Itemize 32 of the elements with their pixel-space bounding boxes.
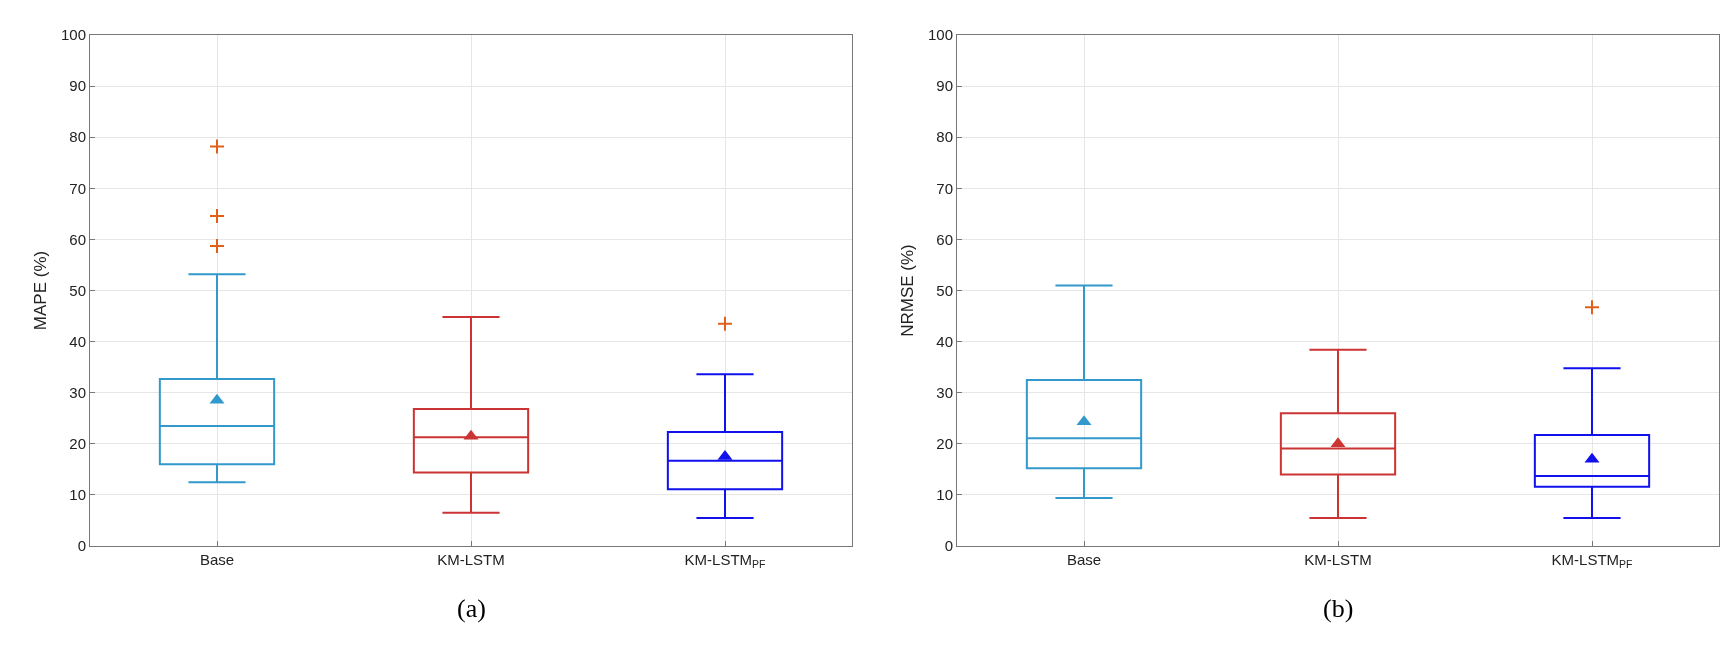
text: (b)	[1323, 594, 1354, 623]
y-tick-label: 30	[69, 383, 86, 401]
y-tick-label: 20	[936, 435, 953, 453]
y-tick-label: 50	[69, 281, 86, 299]
y-tick-label: 90	[936, 77, 953, 95]
y-tick-label: 0	[77, 537, 86, 555]
y-tick-label: 80	[69, 128, 86, 146]
x-tick-label: KM-LSTM$_{PF}$	[1551, 551, 1633, 571]
y-tick-label: 60	[936, 230, 953, 248]
y-tick-label: 100	[927, 26, 953, 44]
x-tick-label: Base	[1066, 551, 1102, 568]
y-tick-label: 40	[69, 332, 86, 350]
y-tick-label: 10	[69, 486, 86, 504]
y-axis-title: NRMSE (%)	[898, 244, 917, 337]
y-tick-label: 50	[936, 281, 953, 299]
y-tick-label: 30	[936, 383, 953, 401]
y-tick-label: 20	[69, 435, 86, 453]
y-tick-label: 90	[69, 77, 86, 95]
y-tick-label: 70	[936, 179, 953, 197]
y-tick-label: 0	[944, 537, 953, 555]
y-axis-title: MAPE (%)	[31, 250, 50, 331]
text: (a)	[457, 594, 486, 623]
y-tick-label: 80	[936, 128, 953, 146]
y-tick-label: 100	[60, 26, 86, 44]
y-tick-label: 70	[69, 179, 86, 197]
x-tick-label: KM-LSTM$_{PF}$	[684, 551, 766, 571]
x-tick-label: KM-LSTM	[437, 551, 505, 568]
y-tick-label: 60	[69, 230, 86, 248]
y-tick-label: 40	[936, 332, 953, 350]
y-tick-label: 10	[936, 486, 953, 504]
x-tick-label: KM-LSTM	[1304, 551, 1372, 568]
x-tick-label: Base	[199, 551, 235, 568]
